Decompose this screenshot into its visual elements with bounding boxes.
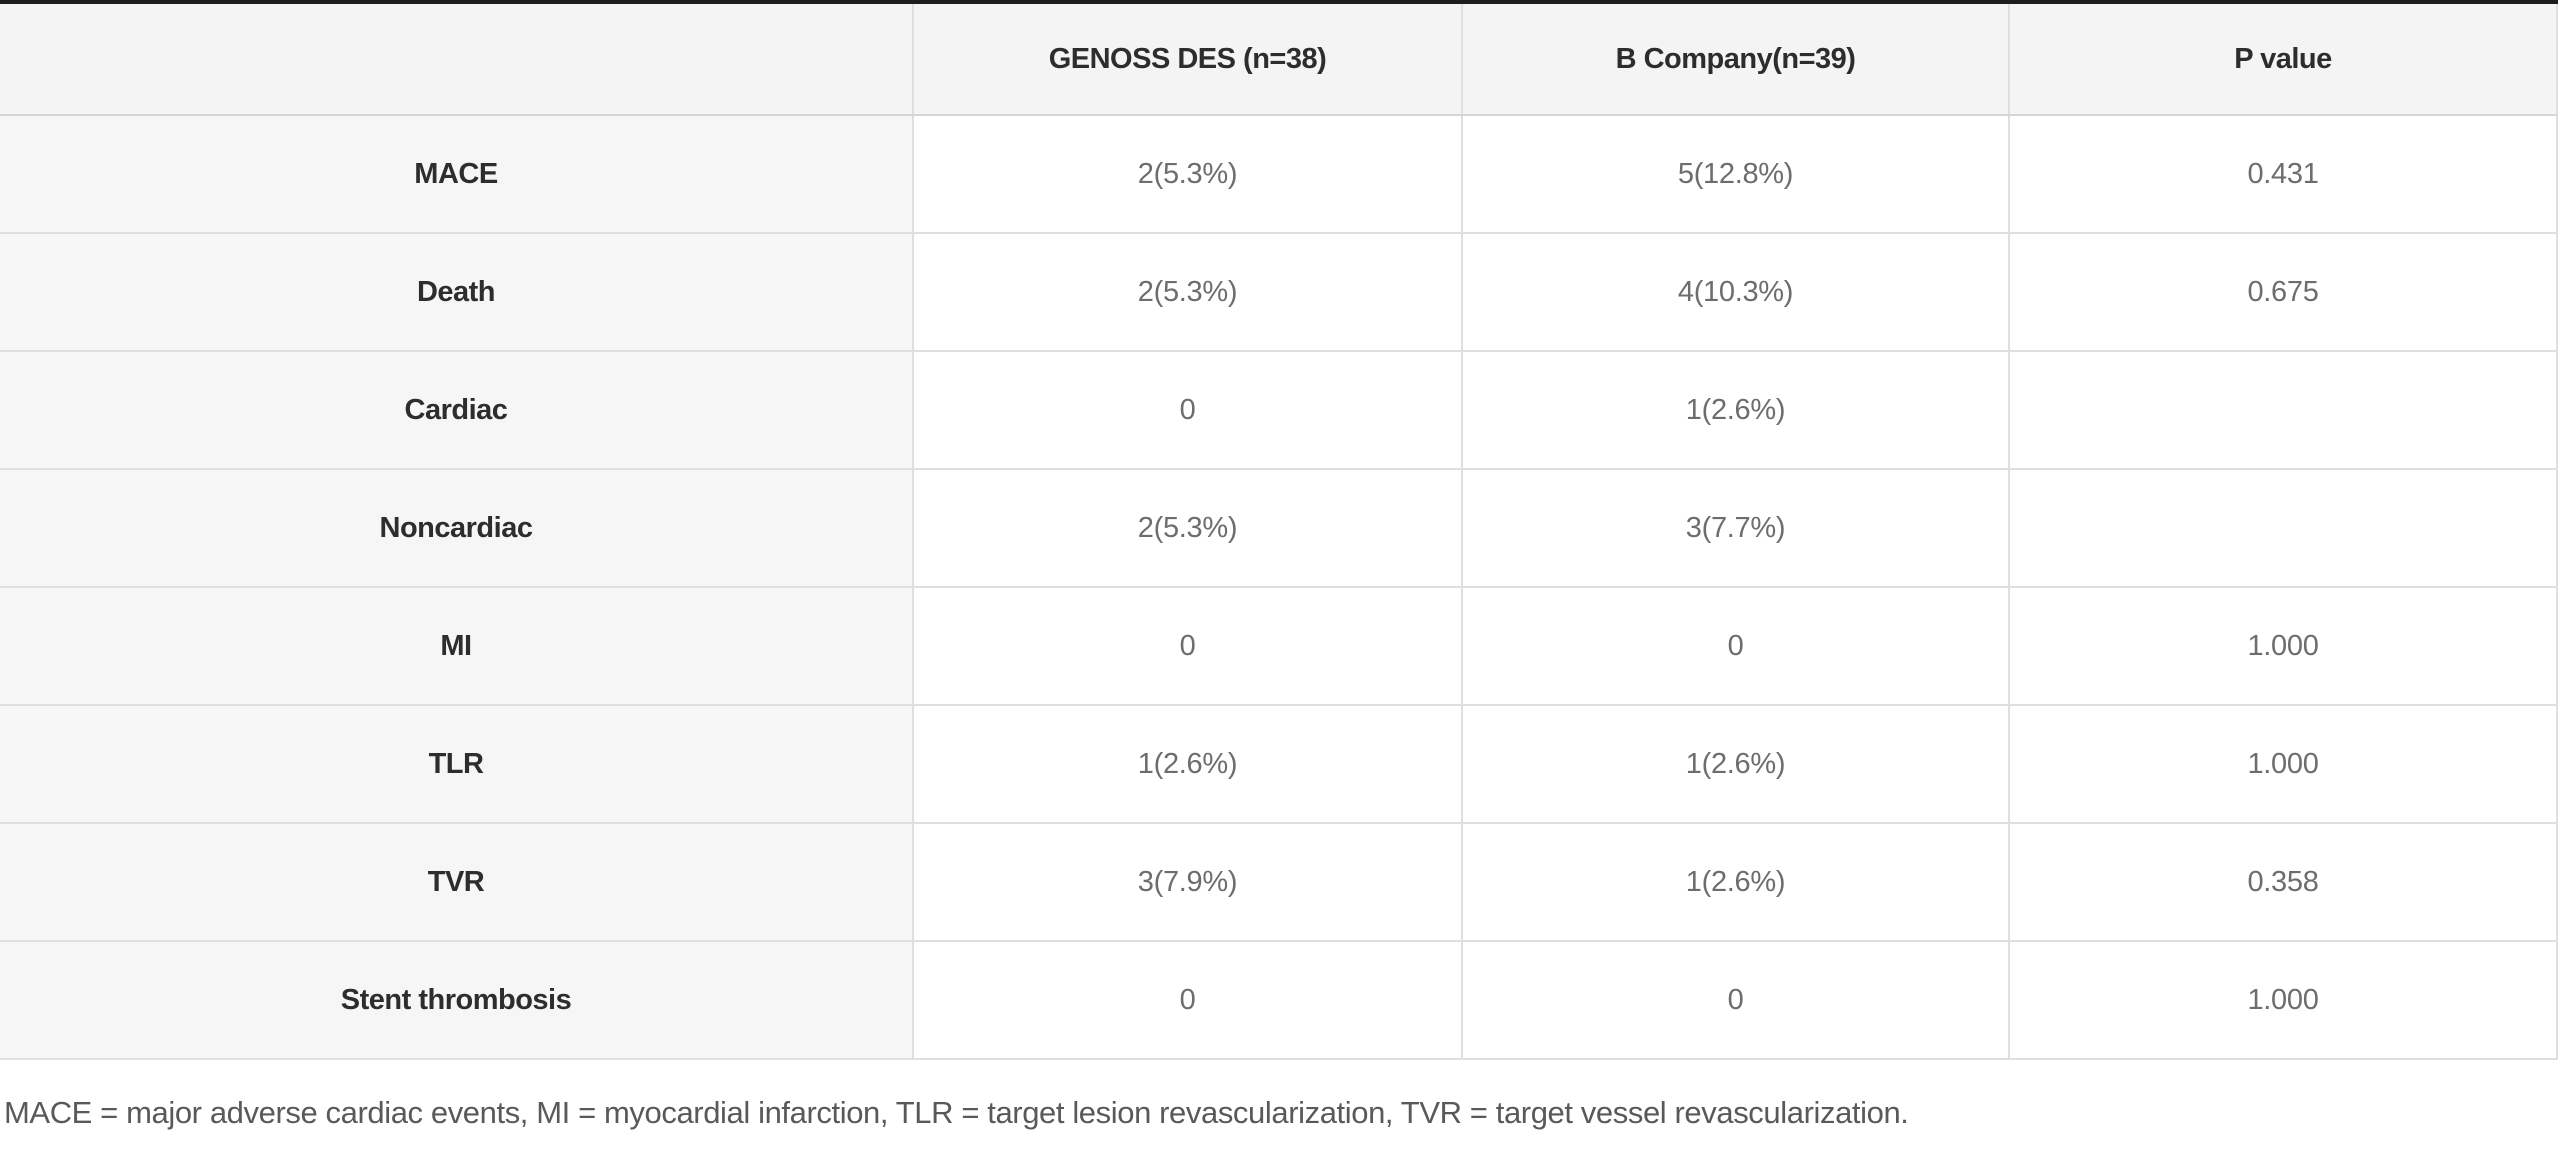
pvalue-cell: 0.675: [2008, 232, 2558, 352]
bcompany-value-cell: 0: [1461, 940, 2010, 1060]
table-row-tvr: TVR 3(7.9%) 1(2.6%) 0.358: [0, 822, 2558, 942]
genoss-value-cell: 0: [912, 940, 1463, 1060]
genoss-value-cell: 2(5.3%): [912, 232, 1463, 352]
bcompany-value-cell: 0: [1461, 586, 2010, 706]
genoss-value-cell: 2(5.3%): [912, 468, 1463, 588]
table-row-tlr: TLR 1(2.6%) 1(2.6%) 1.000: [0, 704, 2558, 824]
pvalue-cell: 1.000: [2008, 940, 2558, 1060]
table-row-mace: MACE 2(5.3%) 5(12.8%) 0.431: [0, 114, 2558, 234]
column-header-empty: [0, 2, 914, 116]
genoss-value-cell: 1(2.6%): [912, 704, 1463, 824]
row-label-cell: TLR: [0, 704, 914, 824]
row-label-cell: MI: [0, 586, 914, 706]
bcompany-value-cell: 4(10.3%): [1461, 232, 2010, 352]
pvalue-cell: 0.358: [2008, 822, 2558, 942]
bcompany-value-cell: 1(2.6%): [1461, 822, 2010, 942]
pvalue-cell: [2008, 350, 2558, 470]
row-label-cell: MACE: [0, 114, 914, 234]
pvalue-cell: 1.000: [2008, 704, 2558, 824]
row-label-cell: Cardiac: [0, 350, 914, 470]
column-header-b-company: B Company(n=39): [1461, 2, 2010, 116]
genoss-value-cell: 0: [912, 586, 1463, 706]
table-header: GENOSS DES (n=38) B Company(n=39) P valu…: [0, 2, 2558, 116]
bcompany-value-cell: 5(12.8%): [1461, 114, 2010, 234]
genoss-value-cell: 2(5.3%): [912, 114, 1463, 234]
row-label-cell: Stent thrombosis: [0, 940, 914, 1060]
row-label-cell: TVR: [0, 822, 914, 942]
column-header-genoss-des: GENOSS DES (n=38): [912, 2, 1463, 116]
pvalue-cell: [2008, 468, 2558, 588]
abbreviations-footnote: MACE = major adverse cardiac events, MI …: [4, 1095, 1909, 1130]
table-body: MACE 2(5.3%) 5(12.8%) 0.431 Death 2(5.3%…: [0, 114, 2558, 1060]
table-row-mi: MI 0 0 1.000: [0, 586, 2558, 706]
bcompany-value-cell: 1(2.6%): [1461, 350, 2010, 470]
pvalue-cell: 0.431: [2008, 114, 2558, 234]
bcompany-value-cell: 3(7.7%): [1461, 468, 2010, 588]
header-row: GENOSS DES (n=38) B Company(n=39) P valu…: [0, 2, 2558, 116]
table-row-noncardiac: Noncardiac 2(5.3%) 3(7.7%): [0, 468, 2558, 588]
table-row-stent-thrombosis: Stent thrombosis 0 0 1.000: [0, 940, 2558, 1060]
table-row-death: Death 2(5.3%) 4(10.3%) 0.675: [0, 232, 2558, 352]
row-label-cell: Noncardiac: [0, 468, 914, 588]
table-row-cardiac: Cardiac 0 1(2.6%): [0, 350, 2558, 470]
genoss-value-cell: 0: [912, 350, 1463, 470]
pvalue-cell: 1.000: [2008, 586, 2558, 706]
bcompany-value-cell: 1(2.6%): [1461, 704, 2010, 824]
clinical-outcomes-table: GENOSS DES (n=38) B Company(n=39) P valu…: [0, 0, 2558, 1060]
row-label-cell: Death: [0, 232, 914, 352]
genoss-value-cell: 3(7.9%): [912, 822, 1463, 942]
column-header-p-value: P value: [2008, 2, 2558, 116]
